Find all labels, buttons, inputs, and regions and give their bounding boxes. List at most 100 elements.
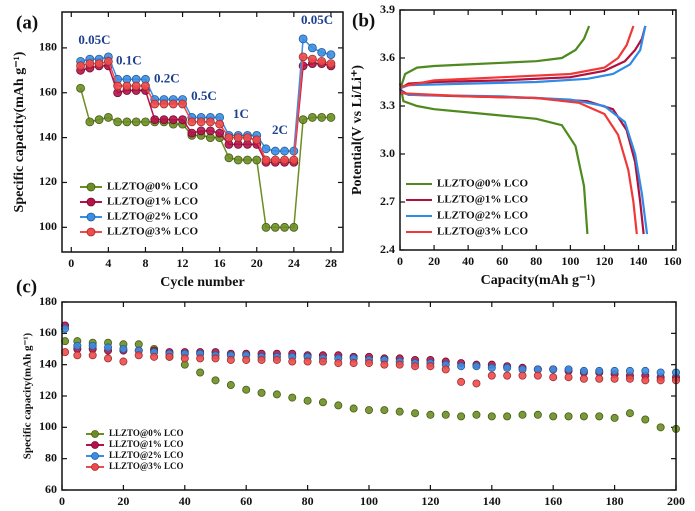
legend-marker [91,430,99,438]
plot-frame [399,9,677,251]
x-tick-label: 12 [177,256,189,270]
x-tick-label: 160 [544,494,562,508]
data-point [73,351,82,360]
data-point [610,366,619,375]
series-line [398,25,591,235]
x-tick-label: 60 [240,494,252,508]
data-point [625,374,634,383]
data-point [187,117,197,127]
x-tick-label: 28 [325,256,337,270]
data-point [165,352,174,361]
legend-label: LLZTO@0% LCO [437,178,528,190]
data-point [215,119,225,129]
data-point [349,359,358,368]
data-point [579,412,588,421]
x-axis-title: Cycle number [160,275,244,290]
y-tick-label: 2.4 [380,242,395,256]
data-point [395,360,404,369]
data-point [168,99,178,109]
data-point [487,412,496,421]
data-point [395,407,404,416]
data-point [73,341,82,350]
data-point [141,81,150,91]
data-point [579,374,588,383]
y-tick-label: 80 [45,450,57,464]
y-axis-title: Specific capacity(mAh g⁻¹) [22,332,34,459]
data-point [131,81,141,91]
legend-marker [86,197,96,207]
x-axis-title: Capacity(mAh g⁻¹) [481,273,596,288]
legend-marker [91,463,99,471]
annotation: 0.1C [116,52,142,67]
x-tick-label: 40 [179,494,191,508]
data-point [187,128,197,138]
data-point [280,155,289,165]
data-point [288,357,297,366]
x-tick-label: 180 [606,494,624,508]
data-point [159,99,169,109]
data-point [503,412,512,421]
data-point [625,409,634,418]
data-point [119,344,128,353]
data-point [472,410,481,419]
data-point [364,406,373,415]
annotation: 0.05C [301,12,333,27]
data-point [211,354,220,363]
data-point [349,404,358,413]
data-point [326,113,336,122]
series-line [79,88,331,229]
y-tick-label: 120 [39,388,57,402]
data-point [233,155,243,165]
data-point [533,410,542,419]
annotation: 0.5C [191,88,217,103]
data-point [317,47,327,57]
data-point [656,376,665,385]
data-point [610,413,619,422]
panel-label: (c) [16,276,37,297]
data-point [85,59,95,68]
data-point [94,115,104,125]
legend-label: LLZTO@3% LCO [109,461,183,471]
legend-marker [86,212,96,222]
data-point [549,373,558,382]
data-point [518,371,527,380]
data-point [257,388,266,397]
y-tick-label: 100 [39,419,57,433]
data-point [503,371,512,380]
data-point [487,363,496,372]
legend-marker [86,227,96,237]
data-point [441,365,450,374]
data-point [380,406,389,415]
data-point [224,133,234,143]
y-axis-title: Potential(V vs Li/Li⁺) [350,65,365,195]
y-axis-title: Specific capacity(mAh g⁻¹) [12,51,27,212]
plot-frame [61,301,677,491]
data-point [180,354,189,363]
data-point [122,81,132,91]
data-point [518,410,527,419]
data-point [411,362,420,371]
x-tick-label: 40 [462,254,474,268]
data-point [252,135,262,145]
data-point [298,52,308,62]
data-point [564,373,573,382]
data-point [503,363,512,372]
legend-marker [86,182,96,192]
data-point [270,222,280,232]
data-point [411,409,420,418]
data-point [280,222,289,232]
x-tick-label: 80 [530,254,542,268]
data-point [150,352,159,361]
data-point [88,341,97,350]
data-point [257,355,266,364]
data-point [150,115,160,125]
data-point [457,412,466,421]
x-tick-label: 16 [214,256,226,270]
data-point [318,357,327,366]
data-point [298,34,308,44]
data-point [103,56,113,66]
data-point [318,398,327,407]
data-point [472,379,481,388]
x-tick-label: 0 [68,256,74,270]
data-point [205,126,215,136]
